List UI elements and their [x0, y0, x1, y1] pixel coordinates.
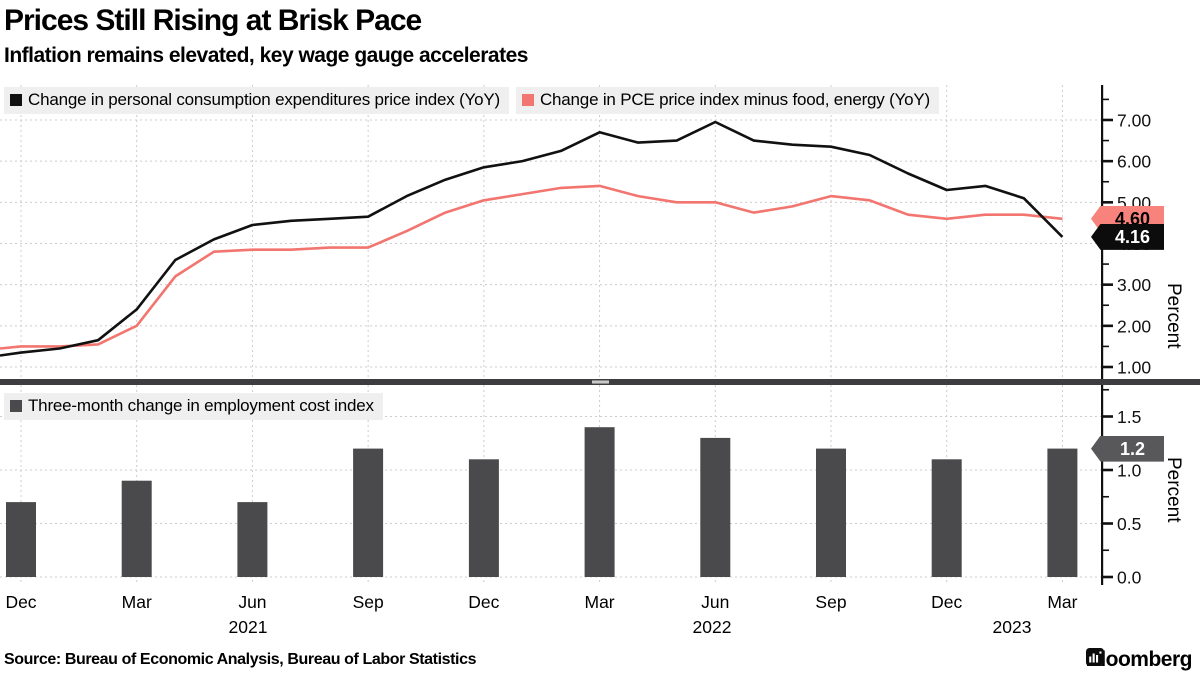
pce-line-plot-area [0, 85, 1101, 381]
series-line [0, 120, 1064, 357]
eci-bar [468, 459, 499, 577]
bloomberg-wordmark: Bloomberg [1085, 648, 1193, 671]
legend-item-pce: Change in personal consumption expenditu… [4, 87, 509, 114]
bloomberg-logo-icon [1085, 648, 1104, 666]
legend-label-pce: Change in personal consumption expenditu… [28, 90, 500, 109]
source-note: Source: Bureau of Economic Analysis, Bur… [4, 651, 477, 668]
page-subtitle: Inflation remains elevated, key wage gau… [4, 44, 528, 67]
eci-bar [816, 448, 846, 577]
x-tick-label: Dec [468, 592, 500, 612]
x-year-label: 2023 [992, 617, 1032, 637]
y-tick-label: 0.0 [1117, 568, 1142, 586]
x-tick-label: Mar [584, 592, 615, 612]
y-tick-label: 3.00 [1117, 275, 1151, 295]
core-pce-legend-swatch-icon [521, 94, 534, 106]
y-tick-label: 1.0 [1117, 461, 1142, 481]
x-tick-label: Sep [352, 592, 384, 612]
x-year-label: 2022 [692, 617, 732, 637]
x-tick-label: Dec [931, 592, 963, 612]
top-chart-legend: Change in personal consumption expenditu… [4, 87, 940, 114]
eci-bar [931, 459, 962, 577]
panel-divider[interactable] [0, 379, 1200, 385]
y-tick-label: 6.00 [1117, 152, 1151, 172]
x-tick-label: Jun [701, 592, 730, 612]
x-axis-labels: Dec Mar Jun Sep Dec Mar Jun Sep Dec Mar 2021 2022 20… [0, 592, 1200, 644]
y-tick-label: 2.00 [1117, 316, 1151, 336]
y-tick-label: 1.5 [1117, 407, 1141, 427]
bottom-chart-legend: Three-month change in employment cost in… [4, 393, 383, 420]
bloomberg-brand: Bloomberg [1085, 648, 1193, 672]
x-tick-label: Dec [5, 592, 37, 612]
y-tick-label: 1.00 [1117, 358, 1151, 378]
series-line [0, 184, 1063, 350]
x-year-label: 2021 [228, 617, 268, 637]
last-value-badge: 4.16 [1091, 223, 1164, 250]
top-y-axis-title: Percent [1163, 283, 1184, 349]
legend-item-core-pce: Change in PCE price index minus food, en… [515, 87, 940, 114]
y-tick-label: 7.00 [1117, 110, 1151, 130]
last-value-badge: 1.2 [1091, 435, 1164, 462]
pce-legend-swatch-icon [10, 94, 22, 106]
eci-bar [237, 502, 268, 577]
legend-label-eci: Three-month change in employment cost in… [28, 396, 374, 415]
legend-label-core-pce: Change in PCE price index minus food, en… [539, 90, 931, 109]
eci-bar [584, 427, 615, 577]
eci-bar-plot-area [0, 385, 1101, 585]
x-tick-label: Mar [1047, 592, 1078, 612]
x-tick-label: Mar [121, 592, 152, 612]
eci-bar [121, 480, 152, 577]
eci-legend-swatch-icon [10, 400, 22, 412]
x-tick-label: Sep [815, 592, 847, 612]
bottom-y-axis-title: Percent [1163, 457, 1184, 523]
divider-grip-icon[interactable] [592, 380, 609, 384]
x-tick-label: Jun [238, 592, 267, 612]
page-title: Prices Still Rising at Brisk Pace [4, 4, 422, 37]
eci-bar [1047, 448, 1078, 577]
eci-bar [6, 502, 36, 577]
pce-line-chart-panel: 1.002.003.004.005.006.007.00 Change in p… [0, 85, 1200, 381]
eci-y-axis: 0.0 0.5 1.0 1.5 [1101, 385, 1142, 586]
legend-item-eci: Three-month change in employment cost in… [4, 393, 383, 420]
eci-bar [700, 437, 731, 577]
y-tick-label: 0.5 [1117, 514, 1141, 534]
eci-bar-chart-panel: 0.0 0.5 1.0 1.5 Three-month change in emplo… [0, 385, 1200, 585]
eci-bar [353, 448, 384, 577]
